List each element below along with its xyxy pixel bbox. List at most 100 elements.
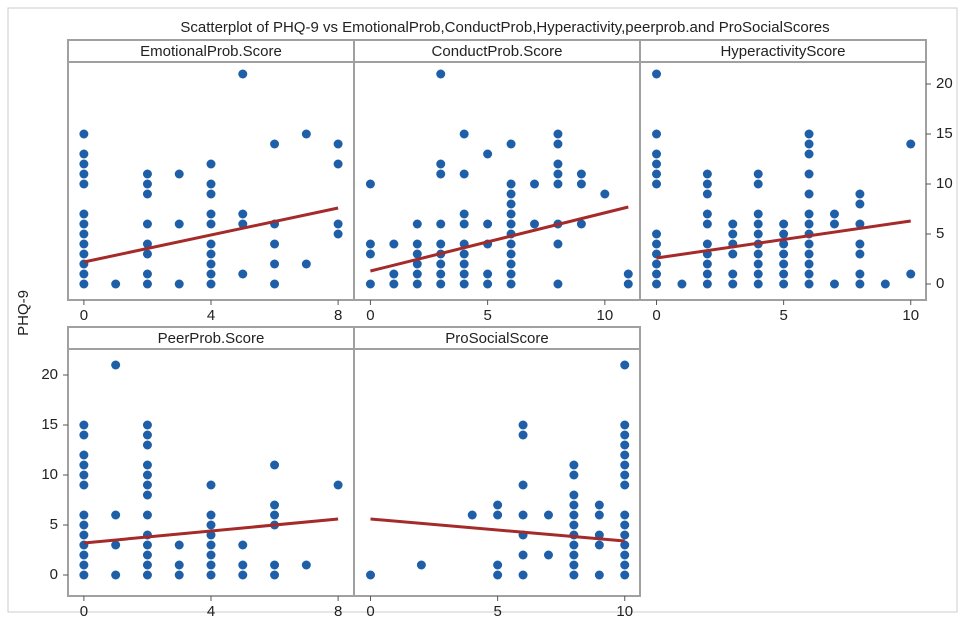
point [238, 209, 248, 219]
point [142, 480, 152, 490]
point [804, 219, 814, 229]
point [142, 189, 152, 199]
point [506, 249, 516, 259]
point [270, 500, 280, 510]
point [206, 570, 216, 580]
point [79, 520, 89, 530]
point [620, 560, 630, 570]
point [365, 279, 375, 289]
point [270, 570, 280, 580]
point [142, 460, 152, 470]
point [506, 259, 516, 269]
point [753, 179, 763, 189]
point [804, 169, 814, 179]
fit-line [83, 517, 339, 545]
point [779, 229, 789, 239]
point [753, 259, 763, 269]
y-tick-label: 5 [936, 225, 944, 242]
point [270, 259, 280, 269]
point [569, 540, 579, 550]
point [174, 540, 184, 550]
point [506, 279, 516, 289]
point [652, 239, 662, 249]
point [804, 129, 814, 139]
point [142, 540, 152, 550]
point [530, 219, 540, 229]
point [623, 269, 633, 279]
panel-title: ConductProb.Score [432, 43, 563, 60]
point [518, 420, 528, 430]
point [728, 249, 738, 259]
point [174, 279, 184, 289]
point [753, 279, 763, 289]
point [652, 279, 662, 289]
point [206, 279, 216, 289]
point [365, 249, 375, 259]
point [753, 209, 763, 219]
point [829, 279, 839, 289]
point [576, 179, 586, 189]
point [652, 259, 662, 269]
point [459, 209, 469, 219]
y-tick-label: 20 [41, 366, 58, 383]
point [702, 239, 712, 249]
point [518, 480, 528, 490]
point [569, 510, 579, 520]
point [506, 179, 516, 189]
x-tick-label: 8 [334, 307, 342, 324]
point [459, 219, 469, 229]
y-tick-label: 5 [50, 516, 58, 533]
point [412, 239, 422, 249]
point [569, 500, 579, 510]
panel-title: HyperactivityScore [720, 43, 845, 60]
point [518, 510, 528, 520]
point [333, 159, 343, 169]
point [569, 560, 579, 570]
point [543, 550, 553, 560]
point [459, 129, 469, 139]
point [829, 209, 839, 219]
panel-title: EmotionalProb.Score [140, 43, 282, 60]
point [804, 209, 814, 219]
point [483, 219, 493, 229]
point [576, 219, 586, 229]
point [553, 139, 563, 149]
point [459, 269, 469, 279]
point [620, 570, 630, 580]
point [594, 570, 604, 580]
point [142, 560, 152, 570]
point [206, 269, 216, 279]
point [79, 239, 89, 249]
frame [7, 7, 958, 613]
point [855, 189, 865, 199]
point [620, 360, 630, 370]
point [79, 249, 89, 259]
point [270, 279, 280, 289]
point [506, 239, 516, 249]
fit-line [83, 206, 339, 264]
point [142, 169, 152, 179]
point [79, 550, 89, 560]
point [142, 570, 152, 580]
point [206, 560, 216, 570]
point [506, 269, 516, 279]
point [301, 259, 311, 269]
point [518, 430, 528, 440]
point [301, 560, 311, 570]
point [206, 540, 216, 550]
point [412, 249, 422, 259]
point [79, 530, 89, 540]
point [569, 520, 579, 530]
point [412, 279, 422, 289]
point [702, 259, 712, 269]
point [702, 219, 712, 229]
point [804, 279, 814, 289]
point [779, 269, 789, 279]
point [436, 159, 446, 169]
point [804, 249, 814, 259]
point [569, 470, 579, 480]
point [506, 219, 516, 229]
point [206, 209, 216, 219]
point [493, 560, 503, 570]
point [79, 159, 89, 169]
